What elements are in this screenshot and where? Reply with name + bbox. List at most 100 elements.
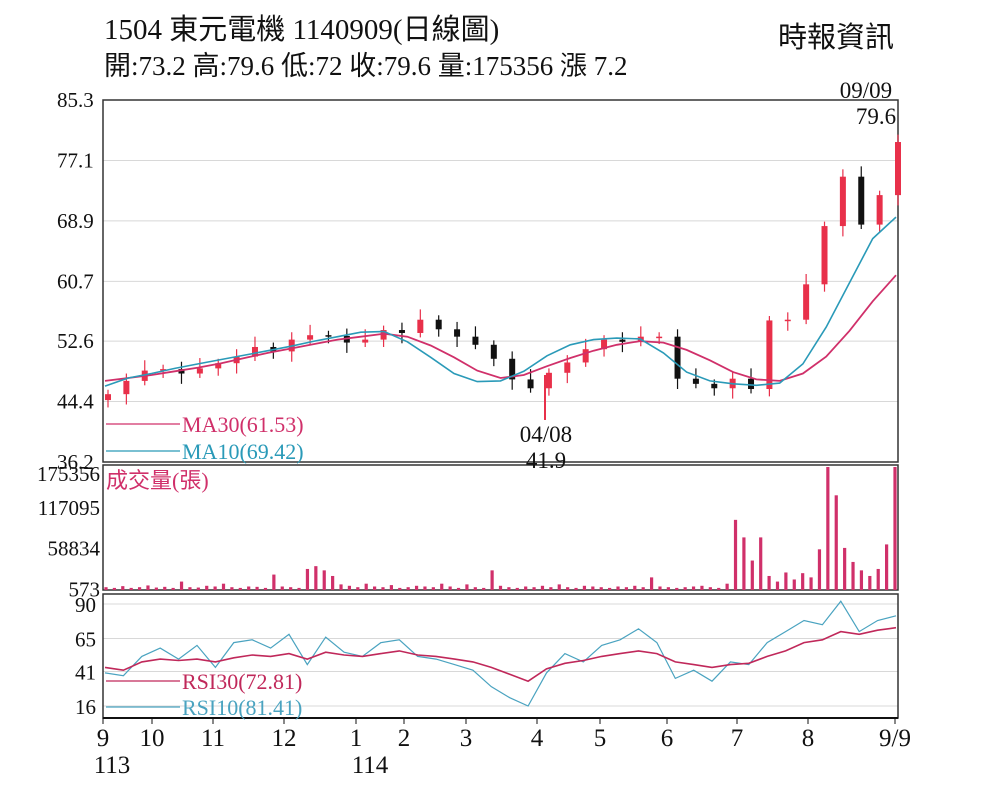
y-tick-label: 85.3 <box>57 88 94 112</box>
candle-body <box>105 394 111 401</box>
candle-body <box>619 339 626 342</box>
candle-body <box>509 358 516 380</box>
volume-bar <box>247 586 251 590</box>
volume-bar <box>725 583 729 590</box>
volume-bar <box>843 547 847 590</box>
volume-bar <box>633 585 637 590</box>
candle-body <box>160 369 167 371</box>
y-tick-label: 68.9 <box>57 209 94 233</box>
grid-lines <box>103 99 898 707</box>
volume-tick-label: 573 <box>69 578 101 602</box>
candle-body <box>490 344 497 359</box>
volume-bar <box>708 587 712 590</box>
candle-body <box>527 379 534 389</box>
volume-bar <box>440 583 444 590</box>
y-tick-label: 44.4 <box>57 390 94 414</box>
volume-bar <box>733 519 738 590</box>
panel-frame <box>102 99 899 463</box>
x-tick-label: 1 <box>350 725 363 752</box>
panel-frame <box>102 464 899 591</box>
volume-bar <box>297 587 301 590</box>
volume-bar <box>683 587 687 590</box>
year-label: 114 <box>352 752 389 779</box>
volume-bar <box>591 586 595 590</box>
volume-bar <box>767 575 771 590</box>
x-tick-label: 6 <box>661 725 674 752</box>
volume-bar <box>851 561 855 590</box>
volume-bar <box>717 587 721 590</box>
volume-bar <box>414 585 419 590</box>
rsi-lines <box>104 600 897 707</box>
volume-bar <box>826 467 830 590</box>
volume-bar <box>263 587 268 590</box>
volume-tick-label: 58834 <box>48 537 101 561</box>
rsi10-legend: RSI10(81.41) <box>182 695 302 720</box>
x-tick-label: 7 <box>731 725 744 752</box>
x-tick-label: 2 <box>398 725 411 752</box>
volume-bar <box>289 587 293 590</box>
volume-bar <box>507 587 511 590</box>
candle-body <box>784 319 791 322</box>
volume-bar <box>784 572 788 590</box>
volume-bar <box>314 566 318 590</box>
candle-body <box>656 336 663 339</box>
volume-bar <box>473 587 477 590</box>
candle-body <box>692 378 699 384</box>
candle-body <box>454 329 461 337</box>
candle-body <box>545 372 552 389</box>
volume-bar <box>372 586 377 590</box>
volume-bar <box>339 584 343 590</box>
year-label: 113 <box>94 752 131 779</box>
volume-bars <box>104 467 897 590</box>
volume-bar <box>356 587 360 590</box>
x-tick-label: 5 <box>594 725 607 752</box>
volume-bar <box>557 584 561 590</box>
volume-bar <box>389 585 393 590</box>
candle-body <box>325 335 332 337</box>
volume-bar <box>582 585 587 590</box>
y-tick-label: 60.7 <box>57 269 94 293</box>
moving-average-lines <box>104 216 897 387</box>
low-price-label: 41.9 <box>526 448 566 473</box>
ohlc-summary: 開:73.2 高:79.6 低:72 收:79.6 量:175356 漲 7.2 <box>104 51 628 81</box>
volume-legend: 成交量(張) <box>106 468 209 493</box>
volume-bar <box>649 577 654 590</box>
volume-bar <box>238 587 242 590</box>
volume-bar <box>448 586 452 590</box>
volume-bar <box>104 587 108 590</box>
candle-body <box>674 336 681 379</box>
candle-body <box>766 320 773 390</box>
volume-bar <box>859 570 864 590</box>
ma30-legend: MA30(61.53) <box>182 412 304 437</box>
volume-bar <box>608 587 612 590</box>
rsi-tick-label: 16 <box>75 695 96 719</box>
high-date-label: 09/09 <box>840 78 892 103</box>
rsi30-legend: RSI30(72.81) <box>182 669 302 694</box>
volume-bar <box>305 568 310 590</box>
volume-bar <box>112 587 116 590</box>
volume-bar <box>171 587 175 590</box>
volume-bar <box>742 537 746 590</box>
candle-body <box>307 335 314 340</box>
volume-bar <box>759 537 763 590</box>
volume-bar <box>801 573 805 590</box>
candle-body <box>362 339 369 343</box>
volume-bar <box>574 587 578 590</box>
volume-bar <box>540 585 545 590</box>
volume-bar <box>221 583 226 590</box>
volume-bar <box>817 549 822 590</box>
rsi-tick-label: 41 <box>75 661 96 685</box>
volume-bar <box>675 587 679 590</box>
volume-bar <box>423 586 427 590</box>
volume-bar <box>381 587 385 590</box>
volume-bar <box>691 586 696 590</box>
volume-bar <box>490 570 494 590</box>
volume-bar <box>775 581 780 590</box>
candle-body <box>251 346 258 357</box>
chart-title: 1504 東元電機 1140909(日線圖) <box>104 14 500 46</box>
volume-bar <box>364 583 368 590</box>
candle-body <box>748 378 755 390</box>
volume-bar <box>196 587 200 590</box>
candle-body <box>895 142 901 196</box>
